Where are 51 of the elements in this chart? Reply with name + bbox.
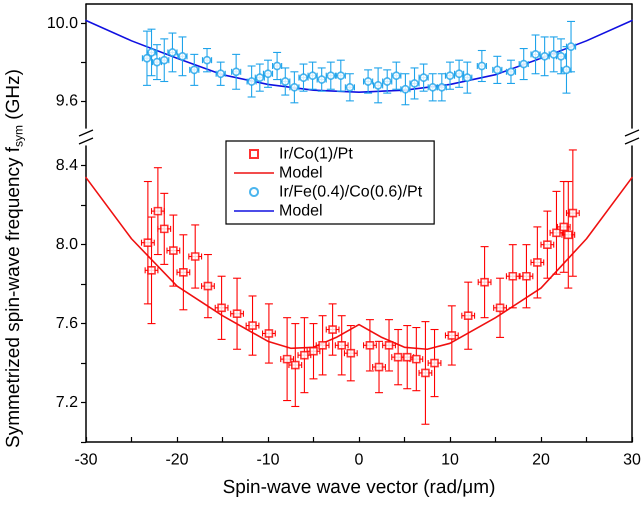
point (300, 350, 309, 360)
point (559, 222, 568, 232)
point (217, 304, 226, 312)
point (232, 309, 242, 318)
point (169, 246, 178, 255)
point (480, 278, 489, 286)
point (264, 329, 274, 338)
point (448, 331, 456, 340)
point (282, 354, 292, 364)
point (346, 348, 356, 358)
point (154, 206, 162, 216)
point (160, 224, 169, 234)
point (568, 208, 578, 218)
point (337, 341, 346, 350)
point (374, 362, 384, 372)
y-tick-label: 10.0 (46, 14, 78, 32)
y-tick-label: 7.2 (56, 394, 78, 412)
x-tick-label: 20 (532, 452, 550, 468)
point (144, 238, 152, 247)
point (366, 341, 374, 350)
y-tick-label: 8.4 (56, 157, 78, 174)
legend-label: Model (279, 202, 323, 220)
x-tick-label: -10 (256, 452, 280, 468)
x-tick-label: 10 (441, 452, 459, 468)
y-tick-label: 7.6 (56, 315, 78, 332)
point (248, 321, 257, 330)
x-tick-label: 0 (354, 452, 364, 468)
point (190, 252, 200, 261)
point (291, 360, 300, 370)
x-tick-label: -30 (74, 452, 98, 468)
point (328, 325, 337, 334)
point (384, 341, 394, 350)
point (318, 341, 327, 350)
point (309, 346, 318, 356)
point (179, 268, 188, 277)
point (421, 368, 430, 378)
y-tick-label: 8.0 (56, 236, 78, 254)
legend-label: Ir/Fe(0.4)/Co(0.6)/Pt (279, 184, 423, 200)
point (533, 258, 542, 267)
x-tick-label: 30 (623, 452, 641, 468)
point (147, 266, 156, 275)
y-axis-title: Symmetrized spin-wave frequency fsym (GHz) (3, 69, 26, 448)
x-tick-label: -20 (165, 452, 189, 468)
line-series (85, 20, 633, 93)
point (464, 311, 472, 320)
point (430, 358, 439, 368)
legend-label: Ir/Co(1)/Pt (279, 146, 354, 162)
x-axis-title: Spin-wave wave vector (rad/μm) (222, 477, 496, 498)
point (543, 240, 552, 249)
y-tick-label: 9.6 (56, 92, 78, 110)
legend-label: Model (279, 164, 323, 182)
